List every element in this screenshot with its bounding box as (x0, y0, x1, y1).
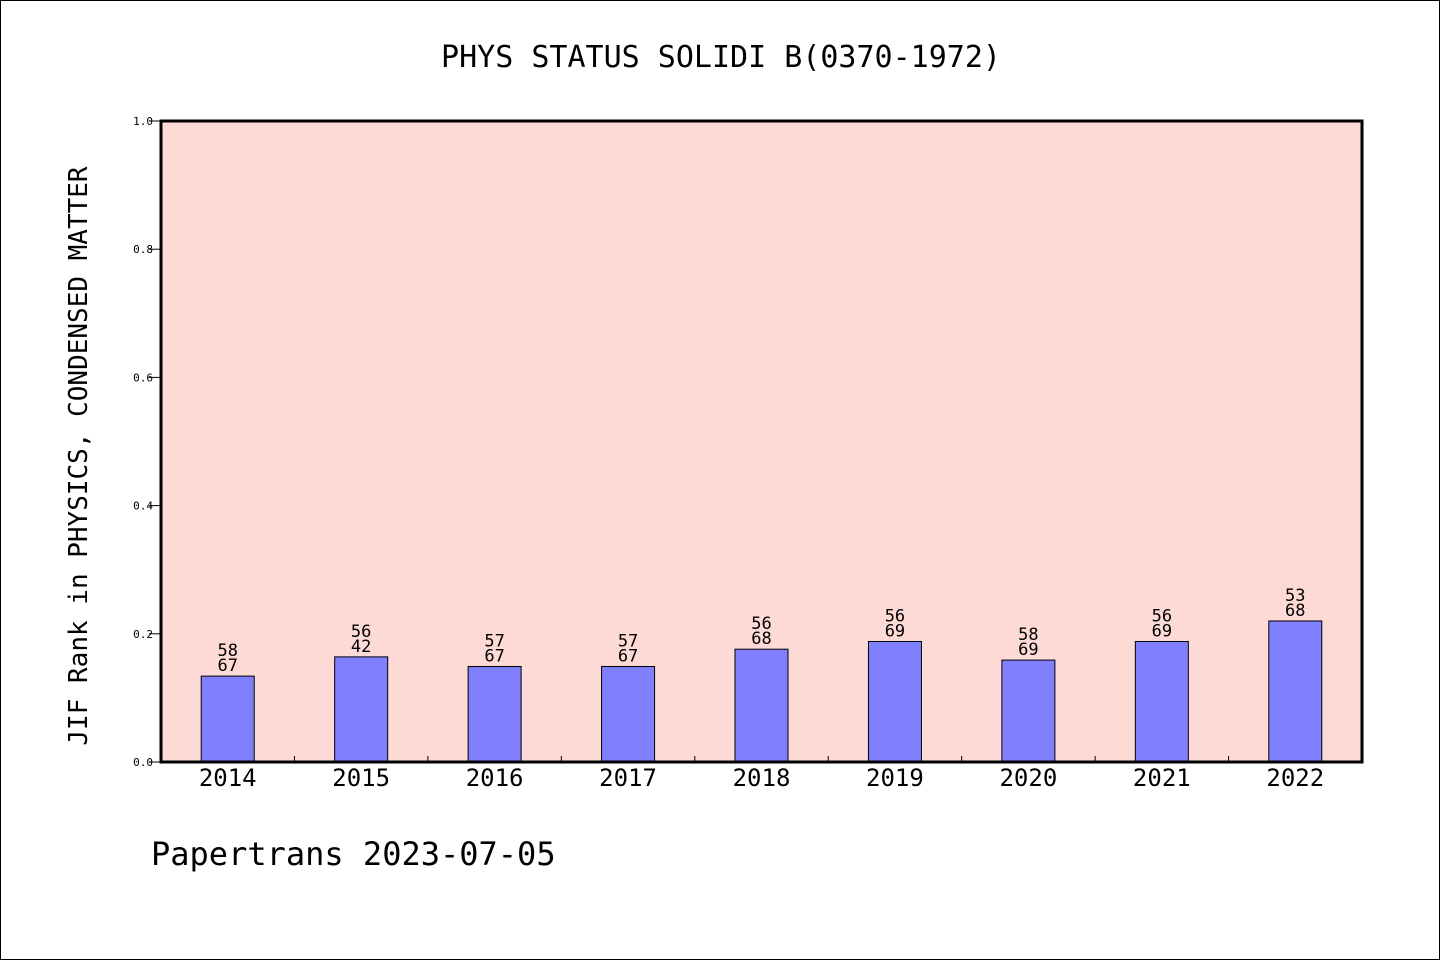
y-axis-label: JIF Rank in PHYSICS, CONDENSED MATTER (64, 166, 94, 746)
y-tick-label: 0.0 (133, 756, 153, 769)
x-tick-label: 2017 (599, 764, 657, 792)
y-tick-label: 0.6 (133, 371, 153, 384)
footer-credit: Papertrans 2023-07-05 (151, 835, 556, 873)
bar-label-bottom: 68 (751, 629, 771, 649)
x-tick-label: 2022 (1266, 764, 1324, 792)
y-tick-label: 0.8 (133, 243, 153, 256)
y-axis: 0.0 0.2 0.4 0.6 0.8 1.0 (133, 115, 161, 769)
bar-label-bottom: 69 (885, 621, 905, 641)
x-tick-label: 2016 (466, 764, 524, 792)
bar-label-bottom: 69 (1018, 640, 1038, 660)
bar (601, 665, 656, 763)
y-tick-label: 0.4 (133, 500, 153, 513)
bar (734, 648, 789, 763)
bar (1134, 640, 1189, 763)
bar-label-top: 57 (484, 631, 504, 651)
bar-label-top: 57 (618, 631, 638, 651)
x-tick-label: 2015 (332, 764, 390, 792)
y-tick-label: 1.0 (133, 115, 153, 128)
chart-title: PHYS STATUS SOLIDI B(0370-1972) (441, 40, 1001, 75)
bar-label-top: 53 (1285, 586, 1305, 606)
bar (334, 656, 389, 763)
x-tick-label: 2018 (733, 764, 791, 792)
x-tick-label: 2020 (999, 764, 1057, 792)
bar-label-top: 58 (1018, 625, 1038, 645)
bar-label-top: 56 (351, 622, 371, 642)
bar-label-top: 56 (1152, 606, 1172, 626)
bar (867, 640, 922, 763)
bar-label-bottom: 67 (484, 646, 504, 666)
bar (1268, 620, 1323, 763)
x-tick-label: 2019 (866, 764, 924, 792)
x-tick-label: 2014 (199, 764, 257, 792)
x-axis: 2014 2015 2016 2017 2018 2019 2020 2021 2022 (199, 756, 1324, 792)
x-tick-label: 2021 (1133, 764, 1191, 792)
bar-label-bottom: 67 (217, 656, 237, 676)
bar (1001, 659, 1056, 763)
bar-label-top: 58 (217, 641, 237, 661)
bar-label-bottom: 42 (351, 637, 371, 657)
y-tick-label: 0.2 (133, 628, 153, 641)
plot-border (159, 119, 1364, 764)
bar-label-bottom: 67 (618, 646, 638, 666)
bar-label-top: 56 (751, 614, 771, 634)
bar (467, 665, 522, 763)
bar-label-bottom: 69 (1152, 621, 1172, 641)
bar-label-top: 56 (885, 606, 905, 626)
bar (200, 675, 255, 763)
bar-series (200, 620, 1323, 763)
bar-label-bottom: 68 (1285, 601, 1305, 621)
